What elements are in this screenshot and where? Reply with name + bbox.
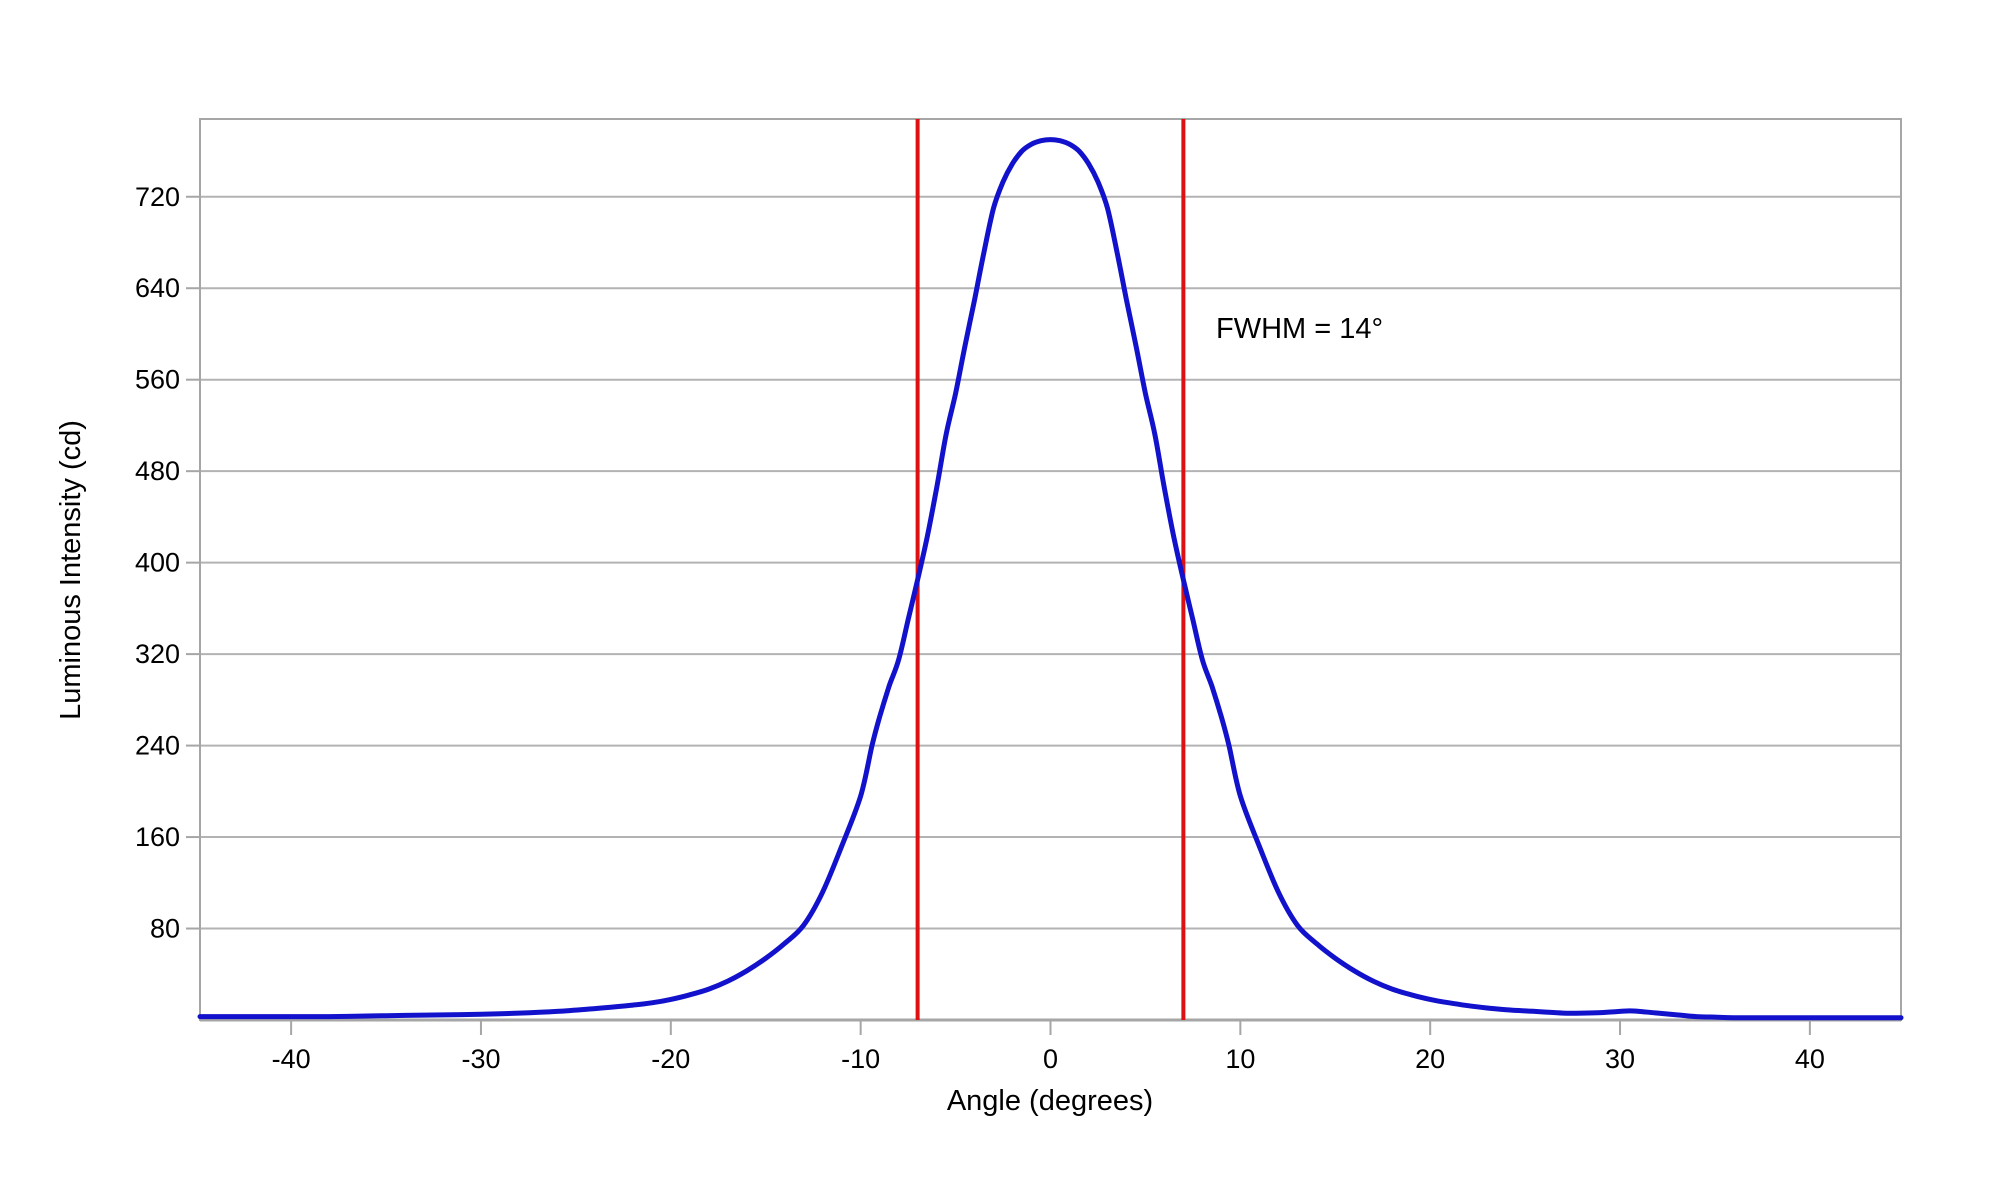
x-tick-label-20: 20 <box>1415 1044 1445 1074</box>
fwhm-annotation: FWHM = 14° <box>1216 313 1383 345</box>
y-tick-label-400: 400 <box>135 548 180 578</box>
y-tick-label-240: 240 <box>135 731 180 761</box>
y-tick-label-320: 320 <box>135 639 180 669</box>
fwhm-marker-lines <box>915 119 1186 1020</box>
x-axis-ticks: -40 -30 -20 -10 0 10 20 30 40 <box>272 1020 1825 1074</box>
x-tick-label-0: 0 <box>1043 1044 1058 1074</box>
x-tick-label-10: 10 <box>1225 1044 1255 1074</box>
x-tick-label--30: -30 <box>461 1044 500 1074</box>
y-tick-label-80: 80 <box>150 914 180 944</box>
y-tick-label-720: 720 <box>135 182 180 212</box>
y-tick-label-160: 160 <box>135 822 180 852</box>
x-axis-title: Angle (degrees) <box>947 1085 1153 1117</box>
gridlines <box>200 195 1901 930</box>
y-axis-ticks: 80 160 240 320 400 480 560 640 720 <box>135 182 200 944</box>
x-tick-label--20: -20 <box>651 1044 690 1074</box>
y-tick-label-480: 480 <box>135 456 180 486</box>
x-tick-label--40: -40 <box>272 1044 311 1074</box>
plot-border <box>199 118 1902 1021</box>
x-tick-label-40: 40 <box>1795 1044 1825 1074</box>
y-axis-title: Luminous Intensity (cd) <box>55 420 87 720</box>
y-tick-label-560: 560 <box>135 365 180 395</box>
y-tick-label-640: 640 <box>135 273 180 303</box>
x-tick-label-30: 30 <box>1605 1044 1635 1074</box>
x-tick-label--10: -10 <box>841 1044 880 1074</box>
intensity-curve-series <box>197 137 1904 1021</box>
